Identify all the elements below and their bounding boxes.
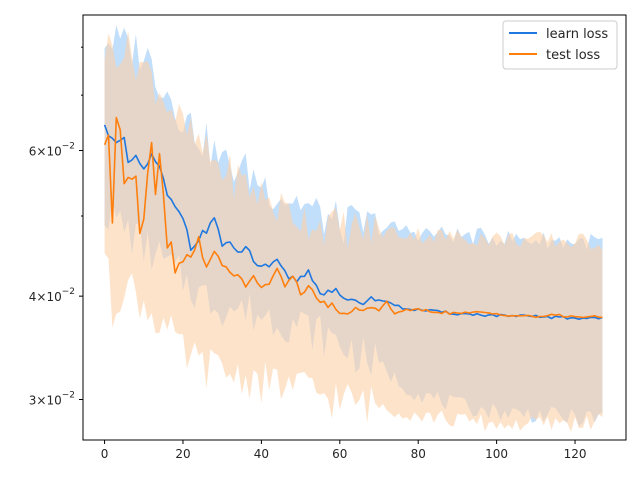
x-tick-label: 40 xyxy=(254,447,269,461)
plot-frame xyxy=(82,14,627,441)
y-tick-label: 3×10−2 xyxy=(29,390,75,407)
series-lines xyxy=(103,116,603,321)
legend: learn loss test loss xyxy=(502,20,618,70)
x-axis: 0 20 40 60 80 100 120 xyxy=(101,440,587,461)
y-tick-label: 6×10−2 xyxy=(29,142,75,159)
legend-label-learn-loss: learn loss xyxy=(546,27,608,42)
x-tick-label: 100 xyxy=(485,447,508,461)
x-tick-label: 60 xyxy=(332,447,347,461)
band-test-loss xyxy=(104,30,603,433)
x-tick-label: 80 xyxy=(411,447,426,461)
confidence-bands xyxy=(104,25,603,433)
x-tick-label: 120 xyxy=(564,447,587,461)
y-axis: 3×10−2 4×10−2 6×10−2 xyxy=(29,46,83,407)
legend-label-test-loss: test loss xyxy=(546,48,600,63)
x-tick-label: 20 xyxy=(175,447,190,461)
y-tick-label: 4×10−2 xyxy=(29,287,75,304)
line-test-loss xyxy=(103,116,603,319)
x-tick-label: 0 xyxy=(101,447,109,461)
